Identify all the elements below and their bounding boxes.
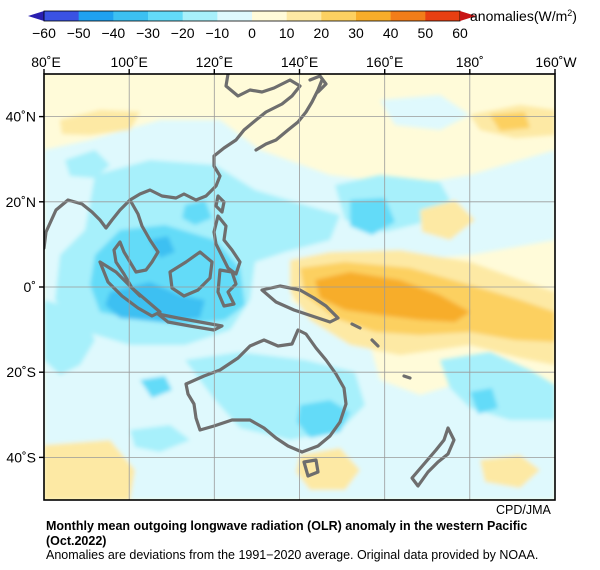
colorbar-box	[321, 11, 357, 21]
figure-title: Monthly mean outgoing longwave radiation…	[46, 519, 528, 533]
colorbar-box	[217, 11, 253, 21]
graticule	[44, 74, 555, 500]
positive-anomaly-region	[44, 440, 135, 500]
positive-anomaly-region	[296, 448, 360, 490]
lat-label: 0˚	[24, 279, 36, 295]
colorbar-box	[425, 11, 461, 21]
lat-label: 40˚S	[6, 449, 36, 465]
colorbar-tick-label: 10	[279, 25, 295, 41]
positive-anomaly-region	[315, 272, 470, 322]
colorbar-high-arrow	[460, 11, 476, 21]
lon-label: 140˚E	[281, 54, 318, 70]
coastline-australia	[184, 328, 348, 454]
lat-label: 20˚S	[6, 364, 36, 380]
colorbar-tick-label: −50	[67, 25, 91, 41]
coastline-japan	[254, 78, 324, 152]
coastline-sumatra	[98, 260, 162, 318]
negative-anomaly-region	[65, 150, 110, 178]
negative-anomaly-region	[130, 425, 190, 452]
colorbar-box	[44, 11, 80, 21]
colorbar-low-arrow	[28, 11, 44, 21]
coastline-indochina	[112, 198, 160, 298]
negative-anomaly-region	[350, 198, 395, 235]
colorbar-tick-label: 20	[314, 25, 330, 41]
colorbar-tick-label: 50	[418, 25, 434, 41]
negative-anomaly-region	[470, 388, 498, 414]
colorbar-box	[182, 11, 218, 21]
negative-anomaly-region	[150, 236, 175, 258]
colorbar-tick-label: 30	[348, 25, 364, 41]
colorbar-tick-label: 40	[383, 25, 399, 41]
negative-anomaly-region	[44, 300, 95, 375]
lon-label: 100˚E	[111, 54, 148, 70]
negative-anomaly-region	[440, 352, 555, 420]
colorbar-box	[78, 11, 114, 21]
coastline-asia	[44, 74, 302, 250]
negative-anomaly-region	[105, 282, 205, 322]
coastline-sulawesi	[216, 268, 238, 308]
colorbar-tick-labels: −60 −50 −40 −30 −20 −10 0 10 20 30 40 50 60	[32, 25, 468, 41]
colorbar-unit: anomalies(W/m2)	[470, 8, 577, 24]
colorbar: −60 −50 −40 −30 −20 −10 0 10 20 30 40 50 60 anomalie…	[28, 8, 577, 41]
colorbar-tick-label: −30	[136, 25, 160, 41]
lat-label: 40˚N	[6, 109, 36, 125]
coastline-taiwan	[214, 194, 226, 214]
lon-label: 120˚E	[196, 54, 233, 70]
lon-label: 180˚	[456, 54, 484, 70]
coastline-new-zealand	[410, 426, 456, 488]
credit-label: CPD/JMA	[496, 503, 551, 517]
map-panel: 80˚E 100˚E 120˚E 140˚E 160˚E 180˚ 160˚W …	[6, 54, 577, 501]
colorbar-tick-label: 0	[248, 25, 256, 41]
axis-ticks	[39, 69, 556, 459]
colorbar-boxes	[43, 10, 461, 22]
lon-label: 160˚W	[535, 54, 577, 70]
figure-period: (Oct.2022)	[46, 534, 107, 548]
colorbar-box	[148, 11, 184, 21]
colorbar-tick-label: −20	[171, 25, 195, 41]
lon-label: 160˚E	[366, 54, 403, 70]
negative-anomaly-region	[380, 95, 470, 130]
coastline-java	[156, 312, 224, 332]
colorbar-box	[390, 11, 426, 21]
coastline-pacific-islands	[350, 322, 412, 380]
coastline-new-guinea	[260, 284, 340, 324]
figure-note: Anomalies are deviations from the 1991−2…	[46, 548, 539, 562]
colorbar-box	[113, 11, 149, 21]
colorbar-tick-label: 60	[452, 25, 468, 41]
coastlines	[44, 74, 456, 488]
coastline-borneo	[168, 250, 214, 298]
coastline-tasmania	[302, 458, 320, 478]
colorbar-box	[252, 11, 288, 21]
lat-label: 20˚N	[6, 194, 36, 210]
latitude-labels: 40˚N 20˚N 0˚ 20˚S 40˚S	[6, 109, 36, 466]
lon-label: 80˚E	[31, 54, 61, 70]
coastline-philippines	[212, 214, 242, 276]
positive-anomaly-region	[480, 455, 540, 488]
colorbar-box	[286, 11, 322, 21]
negative-anomaly-region	[140, 376, 172, 398]
negative-anomaly-region	[182, 200, 212, 225]
colorbar-box	[356, 11, 392, 21]
longitude-labels: 80˚E 100˚E 120˚E 140˚E 160˚E 180˚ 160˚W	[31, 54, 577, 70]
colorbar-tick-label: −60	[32, 25, 56, 41]
coastline-hokkaido	[308, 74, 328, 94]
colorbar-tick-label: −40	[101, 25, 125, 41]
colorbar-tick-label: −10	[205, 25, 229, 41]
positive-anomaly-region	[420, 200, 475, 240]
